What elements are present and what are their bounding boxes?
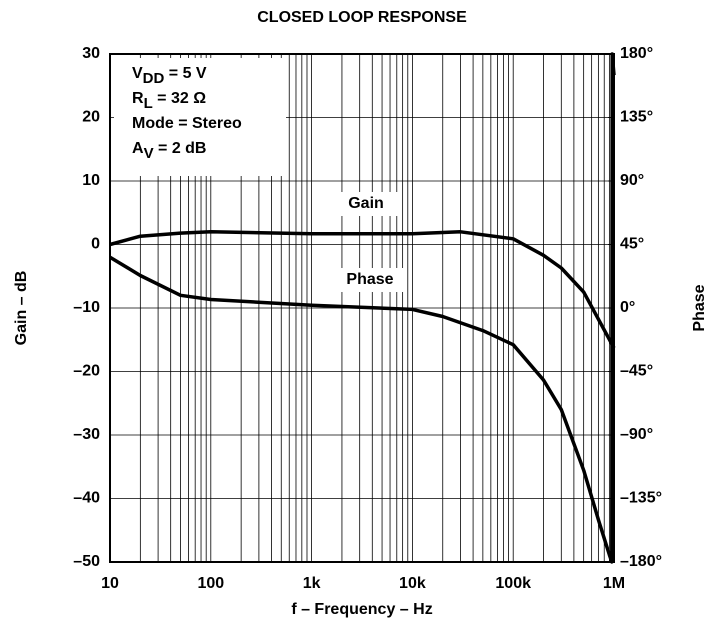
annotation-text: A <box>132 140 144 157</box>
y-axis-label: Gain – dB <box>13 271 30 346</box>
series-label-bg <box>332 192 400 216</box>
annotation-text: R <box>132 90 144 107</box>
x-tick-label: 1M <box>603 575 625 592</box>
annotation-text: V <box>132 65 143 82</box>
y2-tick-label: –180° <box>620 553 662 570</box>
annotation-sub: DD <box>143 70 165 87</box>
y2-tick-label: 0° <box>620 299 635 316</box>
x-tick-label: 100 <box>197 575 224 592</box>
y-tick-label: 30 <box>82 45 100 62</box>
y2-tick-label: 90° <box>620 172 644 189</box>
y2-tick-label: –45° <box>620 363 653 380</box>
y-tick-label: 20 <box>82 109 100 126</box>
series-line <box>109 230 616 349</box>
x-tick-label: 100k <box>495 575 531 592</box>
series-label: Gain <box>348 195 384 212</box>
annotation-line: AV = 2 dB <box>132 140 206 162</box>
x-tick-label: 10 <box>101 575 119 592</box>
annotation-box <box>114 58 286 176</box>
annotation-rest: = 5 V <box>164 65 207 82</box>
y-tick-label: 10 <box>82 172 100 189</box>
y-tick-label: –40 <box>73 490 100 507</box>
y2-tick-label: 45° <box>620 236 644 253</box>
y-tick-label: 0 <box>91 236 100 253</box>
y-tick-label: –50 <box>73 553 100 570</box>
y2-tick-label: –90° <box>620 426 653 443</box>
y2-axis-label: Phase <box>691 284 708 331</box>
series-line <box>109 52 616 564</box>
y2-tick-label: 180° <box>620 45 653 62</box>
x-tick-label: 10k <box>399 575 426 592</box>
x-axis-label: f – Frequency – Hz <box>291 601 432 618</box>
series-label: Phase <box>346 271 393 288</box>
y-tick-label: –20 <box>73 363 100 380</box>
annotation-rest: = 2 dB <box>154 140 207 157</box>
plot-frame <box>109 53 615 563</box>
y2-tick-label: 135° <box>620 109 653 126</box>
annotation-sub: V <box>144 145 154 162</box>
y-tick-label: –30 <box>73 426 100 443</box>
y-tick-label: –10 <box>73 299 100 316</box>
annotation-line: RL = 32 Ω <box>132 90 206 112</box>
annotation-text: Mode = Stereo <box>132 115 242 132</box>
annotation-line: Mode = Stereo <box>132 115 242 132</box>
annotation-sub: L <box>144 95 153 112</box>
x-tick-label: 1k <box>303 575 321 592</box>
y2-tick-label: –135° <box>620 490 662 507</box>
chart-title: CLOSED LOOP RESPONSE <box>257 9 467 26</box>
annotation-line: VDD = 5 V <box>132 65 207 87</box>
annotation-rest: = 32 Ω <box>153 90 206 107</box>
series-label-bg <box>336 268 404 292</box>
